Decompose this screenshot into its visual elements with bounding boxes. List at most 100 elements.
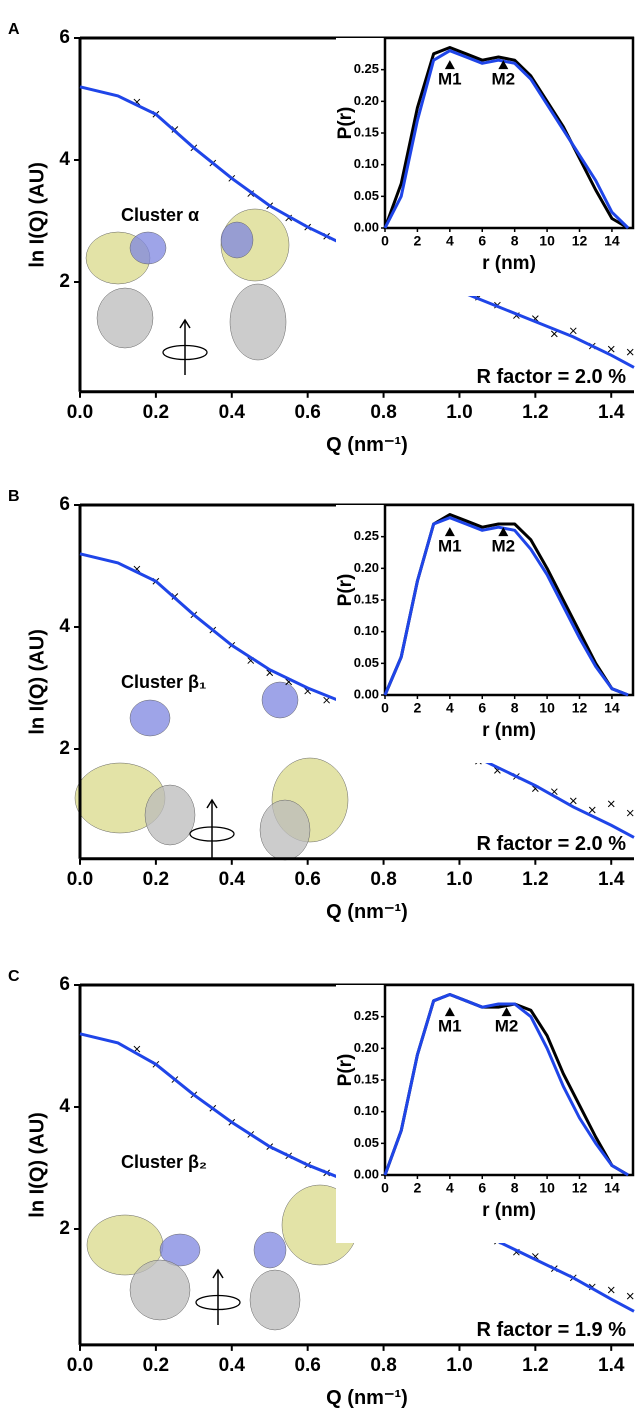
x-tick-label: 0.2 bbox=[143, 1355, 169, 1376]
x-tick-label: 0.6 bbox=[294, 1355, 320, 1376]
x-tick-label: 1.2 bbox=[522, 402, 548, 423]
y-tick-label: 6 bbox=[59, 494, 70, 515]
molecule-shape bbox=[129, 231, 167, 265]
peak-label: M1 bbox=[438, 70, 462, 89]
peak-marker bbox=[498, 60, 509, 70]
x-tick-label: 10 bbox=[539, 1180, 555, 1196]
inset-frame bbox=[383, 36, 635, 230]
x-tick-label: 0 bbox=[381, 700, 389, 716]
x-tick-label: 2 bbox=[414, 1180, 422, 1196]
x-axis-title: r (nm) bbox=[482, 1200, 536, 1221]
x-tick-label: 0.8 bbox=[370, 1355, 396, 1376]
x-tick-label: 8 bbox=[511, 1180, 519, 1196]
rotation-circle bbox=[189, 826, 235, 842]
x-tick-label: 8 bbox=[511, 700, 519, 716]
x-tick-label: 1.4 bbox=[598, 869, 625, 890]
x-tick-label: 1.0 bbox=[446, 1355, 472, 1376]
data-point bbox=[569, 327, 577, 335]
y-tick-label: 0.10 bbox=[354, 623, 379, 638]
y-axis-title: P(r) bbox=[335, 574, 356, 607]
x-tick-label: 0.0 bbox=[67, 1355, 93, 1376]
peak-label: M2 bbox=[492, 537, 516, 556]
x-tick-label: 12 bbox=[572, 1180, 588, 1196]
cluster-label: Cluster β₁ bbox=[121, 672, 206, 692]
x-axis-title: r (nm) bbox=[482, 720, 536, 741]
pr-line bbox=[383, 516, 629, 697]
y-tick-label: 0.10 bbox=[354, 1103, 379, 1118]
x-tick-label: 1.4 bbox=[598, 402, 625, 423]
r-factor: R factor = 2.0 % bbox=[476, 833, 626, 855]
x-tick-label: 0.6 bbox=[294, 869, 320, 890]
molecule-shape bbox=[253, 1231, 287, 1269]
x-axis-title: Q (nm⁻¹) bbox=[326, 901, 408, 923]
y-tick-label: 0.25 bbox=[354, 61, 379, 76]
x-tick-label: 1.0 bbox=[446, 402, 472, 423]
x-axis-title: Q (nm⁻¹) bbox=[326, 434, 408, 456]
cluster-label: Cluster β₂ bbox=[121, 1152, 207, 1172]
pr-line bbox=[383, 49, 630, 230]
y-axis-title: ln I(Q) (AU) bbox=[26, 162, 48, 268]
x-tick-label: 0.6 bbox=[294, 402, 320, 423]
x-tick-label: 0.4 bbox=[219, 402, 246, 423]
molecule-shape bbox=[144, 784, 196, 846]
x-axis-title: r (nm) bbox=[482, 253, 536, 274]
peak-marker bbox=[444, 1007, 455, 1017]
x-tick-label: 0.4 bbox=[219, 1355, 246, 1376]
y-tick-label: 0.00 bbox=[354, 219, 379, 234]
molecule-shape bbox=[259, 799, 311, 861]
panel-label: A bbox=[8, 21, 20, 38]
inset-frame bbox=[383, 983, 635, 1177]
y-tick-label: 6 bbox=[59, 974, 70, 995]
peak-label: M1 bbox=[438, 537, 462, 556]
inset-frame bbox=[383, 503, 635, 697]
molecule-shape bbox=[220, 221, 254, 259]
pr-line bbox=[383, 46, 629, 230]
y-tick-label: 0.05 bbox=[354, 655, 379, 670]
y-tick-label: 4 bbox=[59, 149, 70, 170]
y-tick-label: 0.25 bbox=[354, 1008, 379, 1023]
y-tick-label: 0.00 bbox=[354, 1166, 379, 1181]
x-tick-label: 0.8 bbox=[370, 402, 396, 423]
panel-label: B bbox=[8, 488, 20, 505]
data-point bbox=[607, 800, 615, 808]
arrow-head bbox=[179, 318, 191, 329]
y-tick-label: 0.25 bbox=[354, 528, 379, 543]
r-factor: R factor = 1.9 % bbox=[476, 1319, 626, 1341]
y-tick-label: 0.15 bbox=[354, 124, 379, 139]
x-tick-label: 0 bbox=[381, 1180, 389, 1196]
x-tick-label: 2 bbox=[414, 700, 422, 716]
arrow-head bbox=[212, 1268, 224, 1279]
peak-label: M2 bbox=[492, 70, 516, 89]
peak-marker bbox=[444, 527, 455, 537]
x-tick-label: 1.2 bbox=[522, 1355, 548, 1376]
y-tick-label: 0.20 bbox=[354, 560, 379, 575]
x-tick-label: 0 bbox=[381, 233, 389, 249]
molecule-shape bbox=[229, 283, 287, 361]
y-tick-label: 0.20 bbox=[354, 93, 379, 108]
x-tick-label: 4 bbox=[446, 233, 454, 249]
x-axis-title: Q (nm⁻¹) bbox=[326, 1387, 408, 1409]
x-tick-label: 0.0 bbox=[67, 869, 93, 890]
pr-line bbox=[383, 993, 629, 1177]
y-tick-label: 4 bbox=[59, 1096, 70, 1117]
x-tick-label: 4 bbox=[446, 700, 454, 716]
y-tick-label: 0.20 bbox=[354, 1040, 379, 1055]
data-point bbox=[626, 1292, 634, 1300]
y-axis-title: P(r) bbox=[335, 1054, 356, 1087]
y-tick-label: 0.00 bbox=[354, 686, 379, 701]
x-tick-label: 10 bbox=[539, 700, 555, 716]
y-axis-title: ln I(Q) (AU) bbox=[26, 629, 48, 735]
rotation-circle bbox=[162, 344, 208, 361]
molecule-shape bbox=[249, 1269, 301, 1331]
data-point bbox=[607, 345, 615, 353]
peak-marker bbox=[501, 1007, 512, 1017]
y-tick-label: 0.15 bbox=[354, 1071, 379, 1086]
y-tick-label: 2 bbox=[59, 1218, 70, 1239]
molecule-shape bbox=[159, 1233, 201, 1267]
data-point bbox=[626, 809, 634, 817]
cluster-label: Cluster α bbox=[121, 205, 199, 225]
x-tick-label: 1.4 bbox=[598, 1355, 625, 1376]
x-tick-label: 12 bbox=[572, 700, 588, 716]
y-tick-label: 4 bbox=[59, 616, 70, 637]
